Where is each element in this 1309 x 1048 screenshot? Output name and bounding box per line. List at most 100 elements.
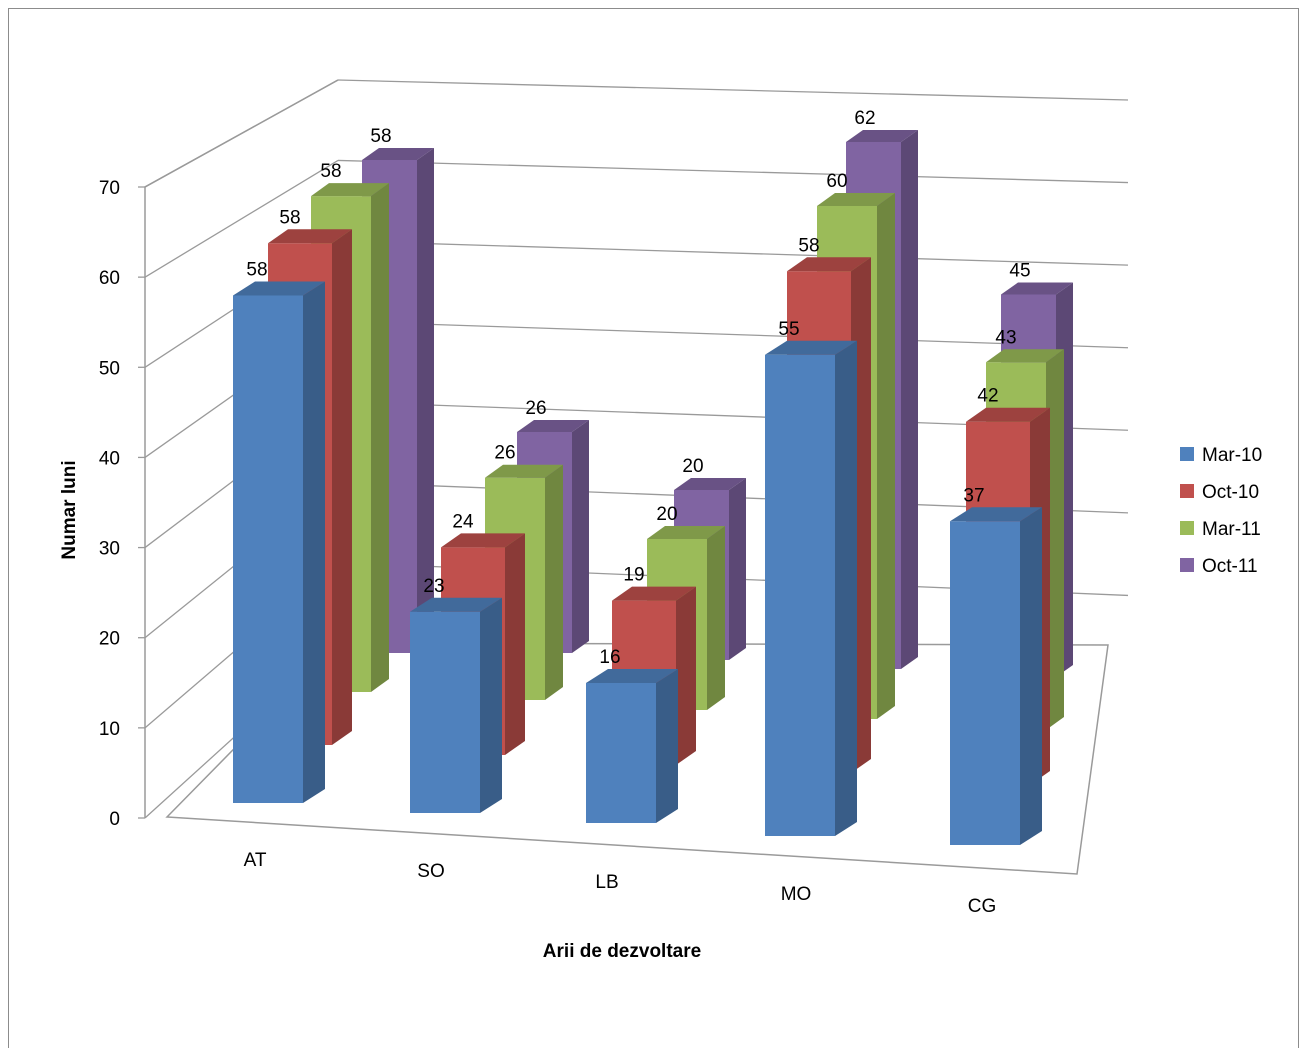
legend-label: Mar-10 (1202, 445, 1262, 466)
bar-top-face (233, 281, 325, 296)
bars (233, 130, 1073, 845)
bar-side-face (303, 281, 325, 803)
y-tick-label: 30 (99, 539, 120, 560)
bar-top-face (846, 130, 918, 142)
legend-item: Mar-10 (1180, 445, 1262, 466)
y-tick-label: 50 (99, 358, 120, 379)
bar-side-face (545, 464, 563, 700)
data-label: 20 (682, 456, 703, 477)
bar-side-face (371, 183, 389, 692)
bar-top-face (817, 193, 895, 206)
legend-item: Mar-11 (1180, 519, 1261, 540)
bar-side-face (572, 420, 589, 653)
bar-side-face (1046, 349, 1064, 730)
bar-side-face (676, 586, 696, 765)
data-label: 58 (798, 235, 819, 256)
y-tick-label: 20 (99, 629, 120, 650)
bar-top-face (966, 407, 1050, 422)
bar-side-face (480, 597, 502, 813)
bar-top-face (647, 526, 725, 539)
data-label: 58 (370, 126, 391, 147)
y-axis-title: Numar luni (59, 460, 80, 559)
side-gridline (144, 79, 339, 188)
bar-Mar-10-AT (233, 281, 325, 803)
bar-top-face (787, 257, 871, 272)
bar-side-face (877, 193, 895, 719)
bar-front-face (950, 521, 1020, 845)
back-gridline (337, 320, 1129, 349)
legend-swatch (1180, 521, 1194, 535)
data-label: 45 (1009, 261, 1030, 282)
bar-top-face (311, 183, 389, 197)
bar-top-face (441, 533, 525, 548)
bar-Mar-10-LB (586, 669, 678, 823)
x-tick-label: LB (595, 872, 618, 893)
bar-side-face (332, 229, 352, 746)
data-label: 24 (452, 511, 474, 532)
data-label: 58 (279, 207, 300, 228)
data-label: 58 (320, 161, 341, 182)
data-labels: 58 26 20 62 45 58 26 20 60 43 58 24 19 58 42 58 23 16 55 37 (246, 108, 1030, 668)
bar-top-face (986, 349, 1064, 363)
x-axis-tick-labels: AT SO LB MO CG (244, 850, 997, 917)
data-label: 43 (995, 327, 1016, 348)
legend-swatch (1180, 558, 1194, 572)
bar-front-face (765, 354, 835, 836)
data-label: 42 (977, 386, 998, 407)
data-label: 23 (423, 576, 444, 597)
legend-label: Mar-11 (1202, 519, 1261, 540)
bar-side-face (656, 669, 678, 823)
data-label: 60 (826, 171, 847, 192)
y-tick-label: 60 (99, 268, 120, 289)
data-label: 55 (778, 319, 799, 340)
x-axis-title: Arii de dezvoltare (543, 941, 701, 962)
x-tick-label: MO (781, 884, 812, 905)
legend-label: Oct-10 (1202, 482, 1259, 503)
bar-side-face (729, 478, 746, 660)
bar-top-face (950, 507, 1042, 522)
side-gridline (144, 159, 339, 278)
back-gridline (337, 240, 1129, 266)
y-tick-label: 0 (109, 809, 120, 830)
legend-label: Oct-11 (1202, 556, 1258, 577)
bar-side-face (835, 340, 857, 836)
bar-Mar-10-SO (410, 597, 502, 813)
x-tick-label: CG (968, 896, 997, 917)
data-label: 26 (525, 398, 546, 419)
bar-side-face (1020, 507, 1042, 845)
back-gridline (337, 79, 1129, 101)
bar-top-face (268, 229, 352, 244)
bar-front-face (586, 683, 656, 823)
y-tick-label: 70 (99, 178, 120, 199)
legend-swatch (1180, 447, 1194, 461)
x-tick-label: SO (417, 861, 444, 882)
bar-top-face (765, 340, 857, 355)
bar-front-face (410, 611, 480, 813)
data-label: 26 (494, 443, 515, 464)
bar-Mar-10-CG (950, 507, 1042, 845)
bar-Mar-10-MO (765, 340, 857, 836)
x-tick-label: AT (244, 850, 267, 871)
bar-top-face (586, 669, 678, 683)
y-tick-label: 40 (99, 448, 120, 469)
y-axis-tick-labels: 0 10 20 30 40 50 60 70 (99, 178, 120, 830)
legend: Mar-10 Oct-10 Mar-11 Oct-11 (1180, 445, 1262, 577)
bar-top-face (1001, 282, 1073, 295)
data-label: 62 (854, 108, 875, 129)
bar-top-face (612, 586, 696, 601)
bar-top-face (362, 148, 434, 160)
legend-item: Oct-10 (1180, 482, 1259, 503)
data-label: 37 (963, 485, 984, 506)
bar-side-face (505, 533, 525, 755)
data-label: 16 (599, 647, 620, 668)
bar-front-face (233, 295, 303, 803)
bar-top-face (485, 464, 563, 478)
data-label: 58 (246, 260, 267, 281)
bar-side-face (417, 148, 434, 653)
bar-side-face (901, 130, 918, 669)
bar-side-face (707, 526, 725, 710)
bar-top-face (410, 597, 502, 612)
legend-item: Oct-11 (1180, 556, 1258, 577)
back-gridline (337, 159, 1129, 184)
